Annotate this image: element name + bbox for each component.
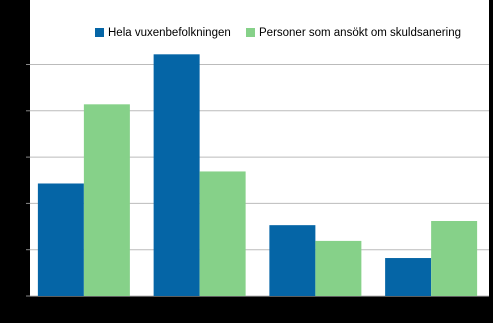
bar: [431, 220, 478, 296]
bar: [153, 54, 200, 296]
bar: [83, 104, 130, 296]
bar: [385, 258, 432, 296]
legend-swatch: [95, 28, 104, 37]
bar: [269, 225, 316, 296]
bar: [315, 240, 362, 296]
legend-label: Personer som ansökt om skuldsanering: [259, 27, 461, 39]
legend-label: Hela vuxenbefolkningen: [108, 27, 231, 39]
bar: [37, 183, 84, 296]
bar: [199, 171, 246, 296]
legend-swatch: [246, 28, 255, 37]
